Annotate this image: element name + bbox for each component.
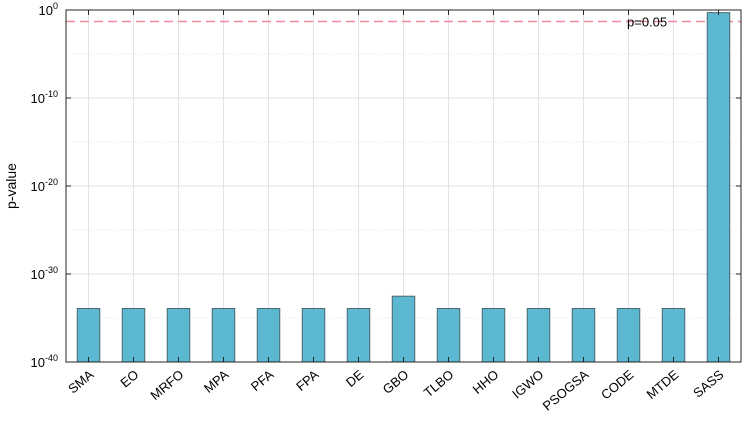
x-tick-label-psogsa: PSOGSA (540, 367, 592, 414)
x-tick-label-mrfo: MRFO (147, 367, 186, 403)
bar-mpa (211, 308, 236, 363)
x-tick-label-gbo: GBO (380, 367, 412, 397)
x-tick-label-de: DE (343, 367, 367, 390)
y-tick-labels: 100 10-10 10-20 10-30 10-40 (31, 1, 741, 370)
bar-psogsa (571, 308, 596, 363)
x-tick-label-code: CODE (598, 367, 637, 403)
bar-code (616, 308, 641, 363)
bar-pfa (256, 308, 281, 363)
x-tick-label-igwo: IGWO (509, 367, 546, 402)
y-tick-label: 10-20 (31, 177, 58, 194)
bar-tlbo (436, 308, 461, 363)
bars (76, 12, 731, 363)
bar-de (346, 308, 371, 363)
threshold-label: p=0.05 (627, 14, 667, 29)
bar-mtde (661, 308, 686, 363)
bar-fpa (301, 308, 326, 363)
bar-sass (706, 12, 731, 363)
x-tick-label-mtde: MTDE (644, 367, 682, 402)
bar-sma (76, 308, 101, 363)
bar-hho (481, 308, 506, 363)
x-tick-label-eo: EO (117, 367, 141, 391)
y-tick-label: 10-30 (31, 265, 58, 282)
bar-gbo (391, 295, 416, 363)
bar-mrfo (166, 308, 191, 363)
x-tick-label-sma: SMA (65, 367, 96, 397)
y-tick-label: 10-10 (31, 89, 58, 106)
x-tick-label-sass: SASS (690, 367, 726, 401)
grid-lines (66, 9, 741, 363)
bar-eo (121, 308, 146, 363)
x-tick-label-hho: HHO (470, 367, 502, 397)
x-tick-label-fpa: FPA (293, 367, 322, 394)
x-tick-label-tlbo: TLBO (421, 367, 457, 400)
y-tick-label: 100 (39, 1, 58, 18)
x-tick-label-mpa: MPA (201, 367, 232, 396)
y-tick-label: 10-40 (31, 353, 58, 370)
x-tick-label-pfa: PFA (248, 367, 277, 394)
y-axis-label: p-value (3, 163, 19, 209)
bar-igwo (526, 308, 551, 363)
